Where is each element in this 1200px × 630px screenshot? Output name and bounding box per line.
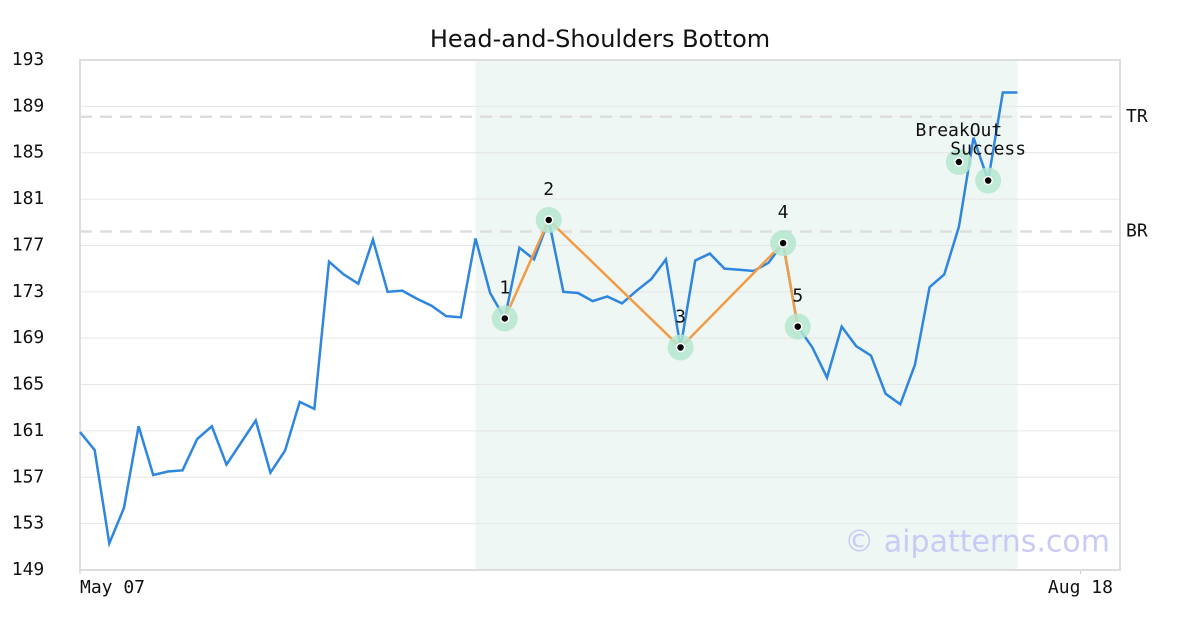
pattern-label: 1 <box>499 277 510 298</box>
pattern-point <box>500 313 510 324</box>
chart-title: Head-and-Shoulders Bottom <box>430 25 770 53</box>
signal-point <box>954 157 964 167</box>
y-tick-label: 169 <box>12 327 45 348</box>
x-tick-label: May 07 <box>80 577 145 598</box>
pattern-region <box>475 60 1018 570</box>
watermark: © aipatterns.com <box>844 525 1110 560</box>
x-tick-label: Aug 18 <box>1048 577 1113 598</box>
signal-label: Success <box>950 139 1026 160</box>
y-tick-label: 149 <box>12 559 45 580</box>
plot-frame <box>79 59 1121 571</box>
y-tick-label: 189 <box>12 95 45 116</box>
pattern-label: 5 <box>792 286 803 307</box>
y-tick-label: 193 <box>12 49 45 70</box>
y-tick-label: 153 <box>12 513 45 534</box>
y-tick-label: 161 <box>12 420 45 441</box>
pattern-point <box>543 215 554 225</box>
signal-label: BreakOut <box>916 120 1003 141</box>
pattern-label: 2 <box>543 179 554 200</box>
pattern-label: 3 <box>675 306 686 327</box>
y-tick-label: 185 <box>12 142 45 163</box>
signal-point <box>983 175 993 186</box>
y-tick-label: 177 <box>12 234 45 255</box>
level-label: TR <box>1126 106 1148 127</box>
y-tick-label: 165 <box>12 374 45 395</box>
pattern-point <box>675 342 686 353</box>
level-label: BR <box>1126 221 1148 242</box>
pattern-point <box>792 321 803 332</box>
y-tick-label: 173 <box>12 281 45 302</box>
pattern-point <box>778 238 788 248</box>
y-tick-label: 181 <box>12 188 45 209</box>
y-tick-label: 157 <box>12 466 45 487</box>
pattern-label: 4 <box>778 202 789 223</box>
